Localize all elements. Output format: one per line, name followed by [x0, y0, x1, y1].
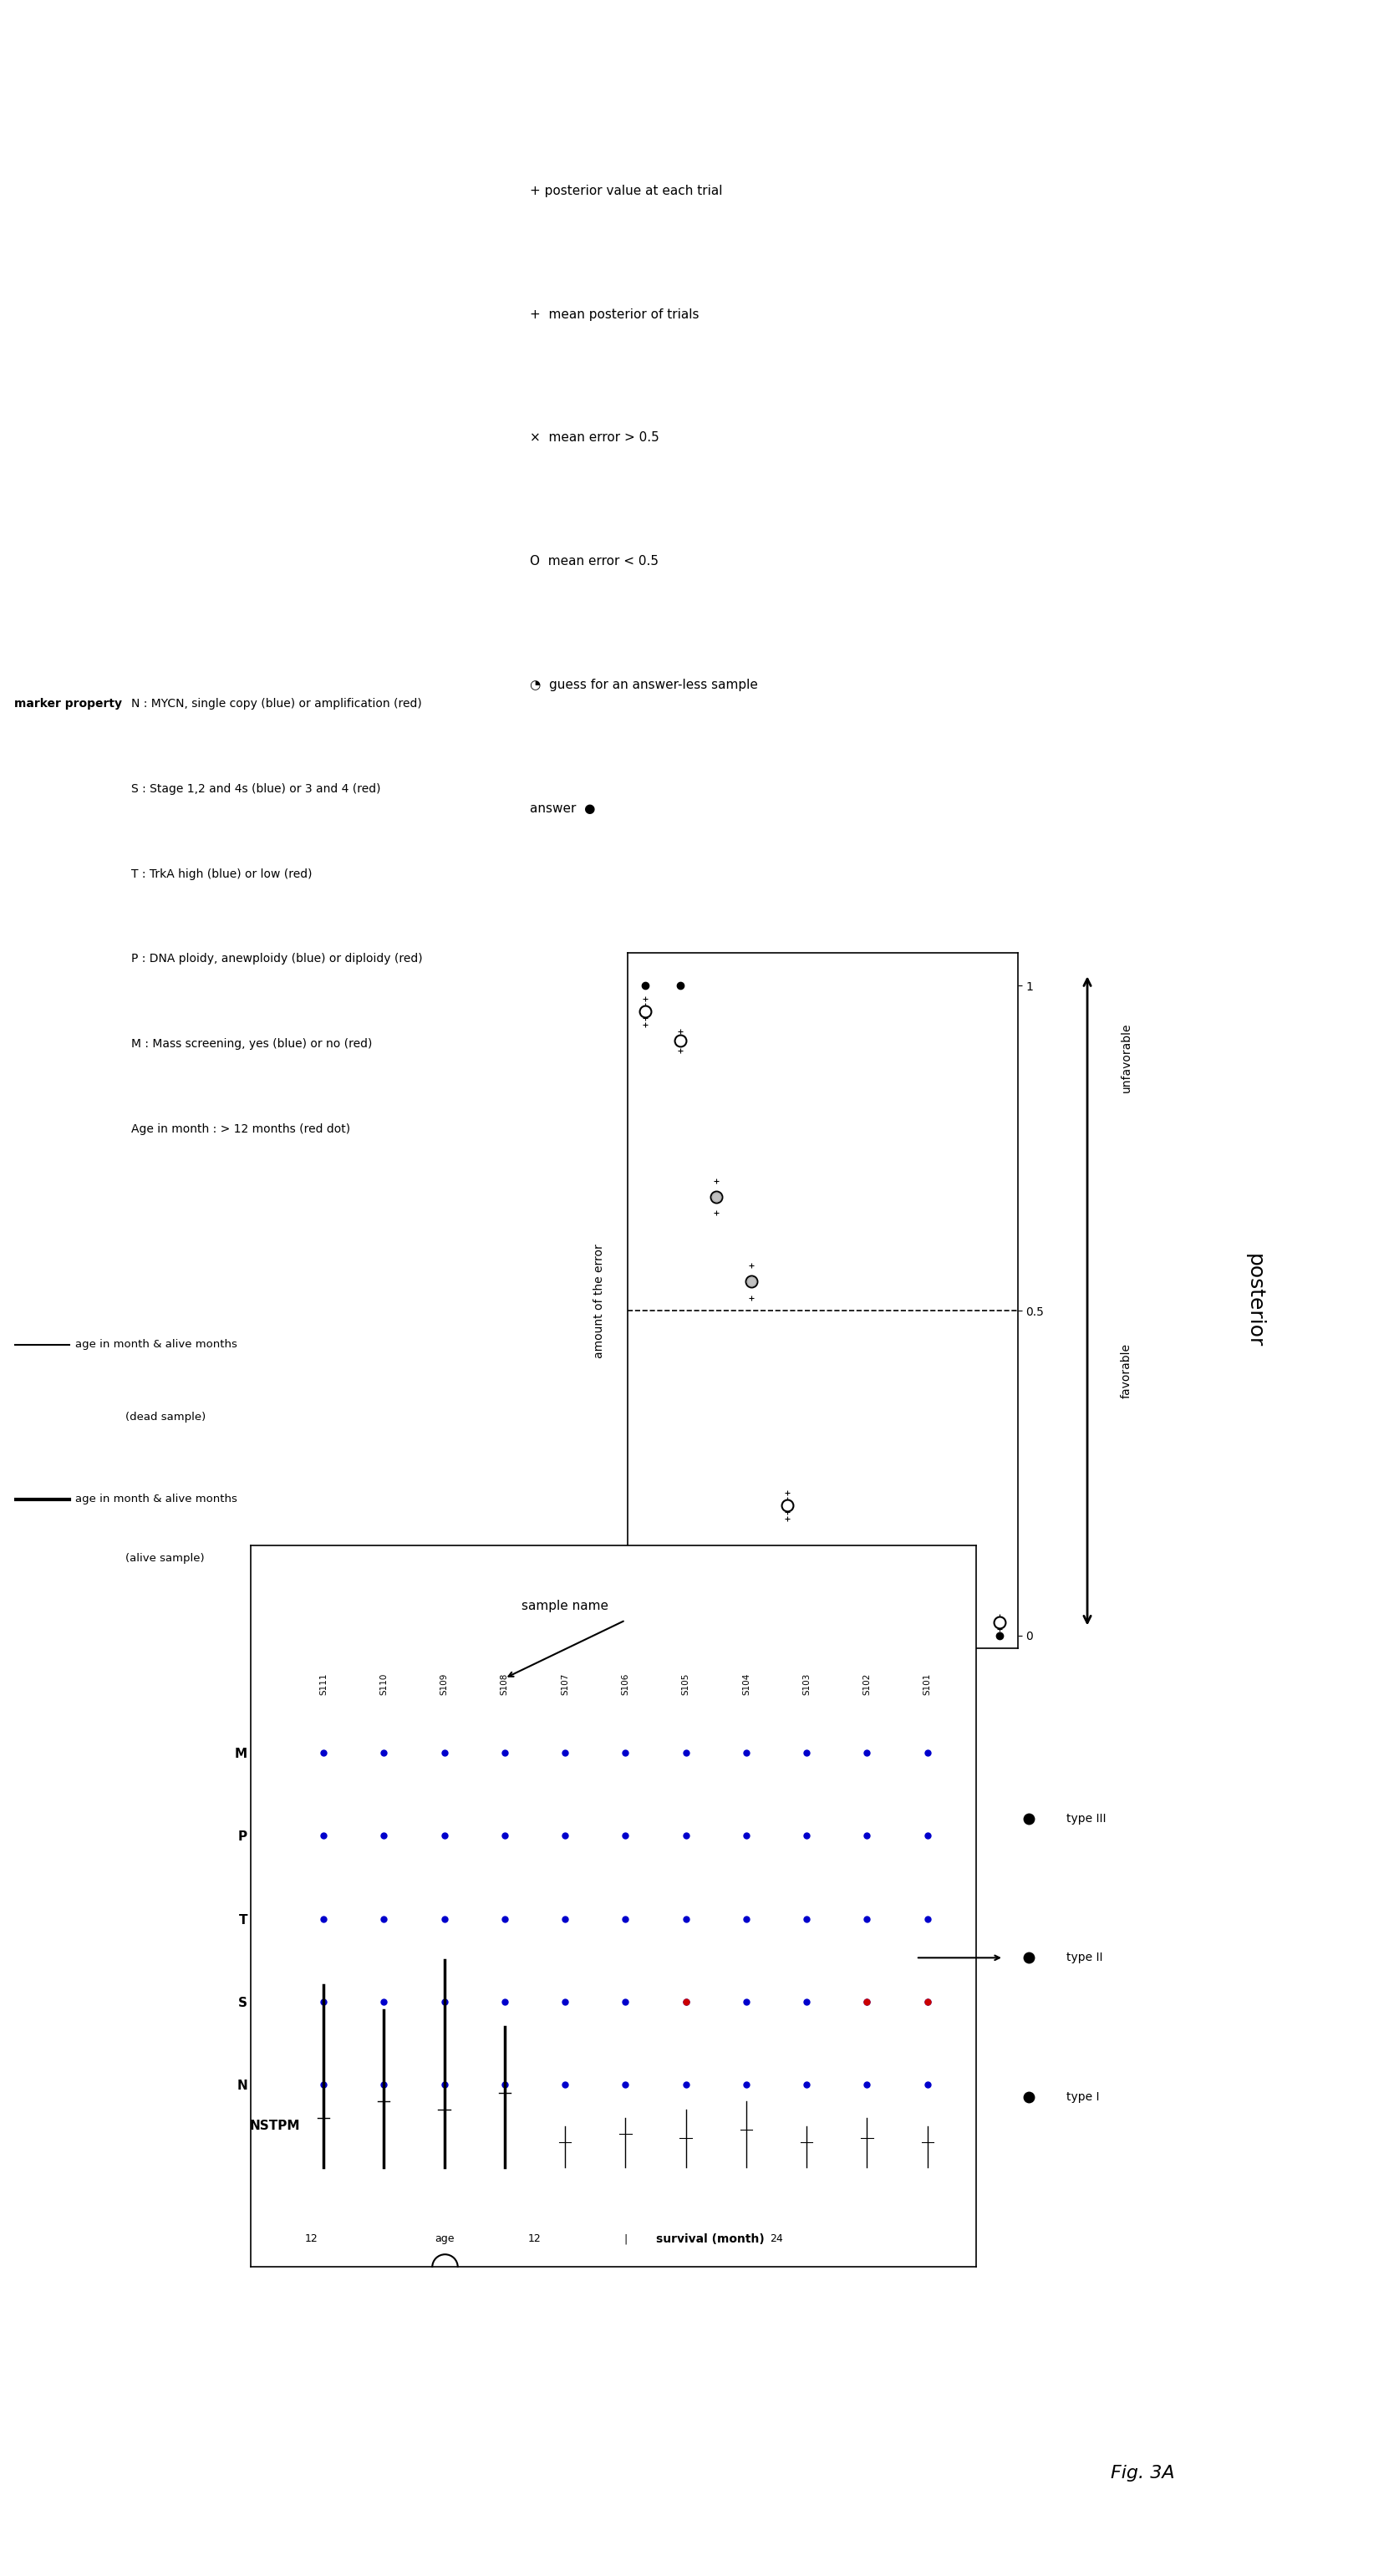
Text: S108: S108 [500, 1672, 509, 1695]
Text: type II: type II [1066, 1953, 1103, 1963]
Text: age in month & alive months: age in month & alive months [75, 1340, 237, 1350]
Text: P : DNA ploidy, anewploidy (blue) or diploidy (red): P : DNA ploidy, anewploidy (blue) or dip… [131, 953, 422, 966]
Text: 12: 12 [528, 2233, 541, 2244]
Text: M : Mass screening, yes (blue) or no (red): M : Mass screening, yes (blue) or no (re… [131, 1038, 372, 1051]
Text: type III: type III [1066, 1814, 1105, 1824]
Text: survival (month): survival (month) [655, 2233, 764, 2246]
Text: ◔  guess for an answer-less sample: ◔ guess for an answer-less sample [530, 680, 758, 690]
Text: posterior: posterior [1245, 1255, 1264, 1347]
Text: NSTPM: NSTPM [250, 2120, 300, 2133]
Text: +  mean posterior of trials: + mean posterior of trials [530, 309, 698, 319]
Text: S103: S103 [803, 1672, 811, 1695]
Text: (alive sample): (alive sample) [125, 1553, 205, 1564]
Text: S110: S110 [379, 1672, 388, 1695]
Text: S111: S111 [319, 1672, 328, 1695]
Text: sample name: sample name [521, 1600, 609, 1613]
Text: |: | [623, 2233, 627, 2244]
Text: answer  ●: answer ● [530, 804, 595, 814]
Text: O  mean error < 0.5: O mean error < 0.5 [530, 556, 658, 567]
Text: S : Stage 1,2 and 4s (blue) or 3 and 4 (red): S : Stage 1,2 and 4s (blue) or 3 and 4 (… [131, 783, 381, 796]
Text: age: age [435, 2233, 454, 2244]
Text: 24: 24 [769, 2233, 783, 2244]
Text: unfavorable: unfavorable [1121, 1023, 1132, 1092]
Text: (dead sample): (dead sample) [125, 1412, 206, 1422]
Text: S106: S106 [622, 1672, 630, 1695]
Text: 12: 12 [305, 2233, 318, 2244]
Text: ×  mean error > 0.5: × mean error > 0.5 [530, 433, 659, 443]
Text: + posterior value at each trial: + posterior value at each trial [530, 185, 722, 196]
Text: age in month & alive months: age in month & alive months [75, 1494, 237, 1504]
Text: favorable: favorable [1121, 1342, 1132, 1399]
Text: S105: S105 [682, 1672, 690, 1695]
Text: S109: S109 [441, 1672, 449, 1695]
Text: S102: S102 [863, 1672, 871, 1695]
Text: marker property: marker property [14, 698, 121, 711]
Text: S104: S104 [742, 1672, 750, 1695]
Text: N : MYCN, single copy (blue) or amplification (red): N : MYCN, single copy (blue) or amplific… [131, 698, 421, 711]
Text: Fig. 3A: Fig. 3A [1111, 2465, 1175, 2481]
Text: amount of the error: amount of the error [594, 1244, 605, 1358]
Text: Age in month : > 12 months (red dot): Age in month : > 12 months (red dot) [131, 1123, 350, 1136]
Text: S101: S101 [923, 1672, 931, 1695]
Text: T : TrkA high (blue) or low (red): T : TrkA high (blue) or low (red) [131, 868, 312, 881]
Text: S107: S107 [560, 1672, 569, 1695]
Text: type I: type I [1066, 2092, 1100, 2102]
